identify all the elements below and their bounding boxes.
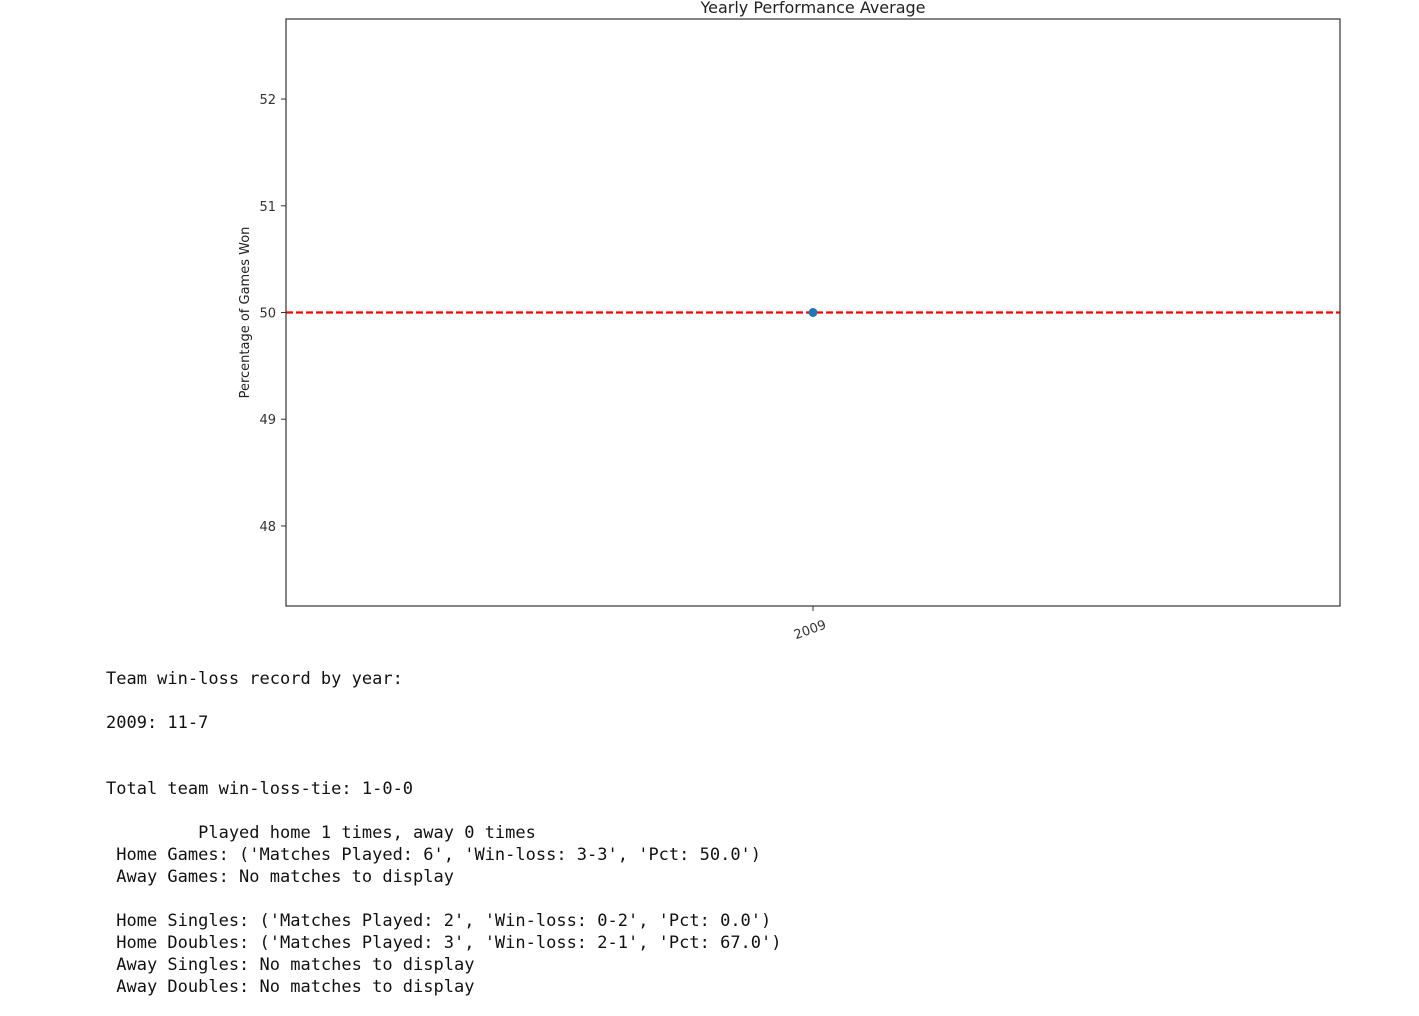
x-tick-label: 2009 (792, 618, 828, 643)
output-line (106, 888, 782, 910)
output-line: Away Doubles: No matches to display (106, 977, 475, 997)
output-line: Played home 1 times, away 0 times (106, 823, 536, 843)
performance-chart: Yearly Performance Average Percentage of … (238, 0, 1341, 643)
y-tick-label: 50 (259, 307, 276, 322)
y-tick-label: 49 (259, 413, 276, 428)
output-line: Total team win-loss-tie: 1-0-0 (106, 779, 414, 799)
data-point (808, 308, 818, 317)
output-line: Team win-loss record by year: (106, 669, 403, 689)
output-line: Home Games: ('Matches Played: 6', 'Win-l… (106, 845, 762, 865)
output-line (106, 734, 782, 756)
output-line (106, 800, 782, 822)
output-line: Away Games: No matches to display (106, 867, 454, 887)
cell-output: Team win-loss record by year: 2009: 11-7 T… (106, 668, 782, 998)
output-line: Home Singles: ('Matches Played: 2', 'Win… (106, 911, 772, 931)
chart-title: Yearly Performance Average (699, 0, 925, 17)
y-axis-label: Percentage of Games Won (238, 227, 253, 399)
output-line: Away Singles: No matches to display (106, 955, 475, 975)
plot-frame (285, 18, 1341, 607)
output-line (106, 690, 782, 712)
y-tick-label: 48 (259, 520, 276, 535)
output-line (106, 756, 782, 778)
output-line: Home Doubles: ('Matches Played: 3', 'Win… (106, 933, 782, 953)
y-tick-label: 52 (259, 93, 276, 108)
y-tick-label: 51 (259, 200, 276, 215)
output-line: 2009: 11-7 (106, 713, 209, 733)
